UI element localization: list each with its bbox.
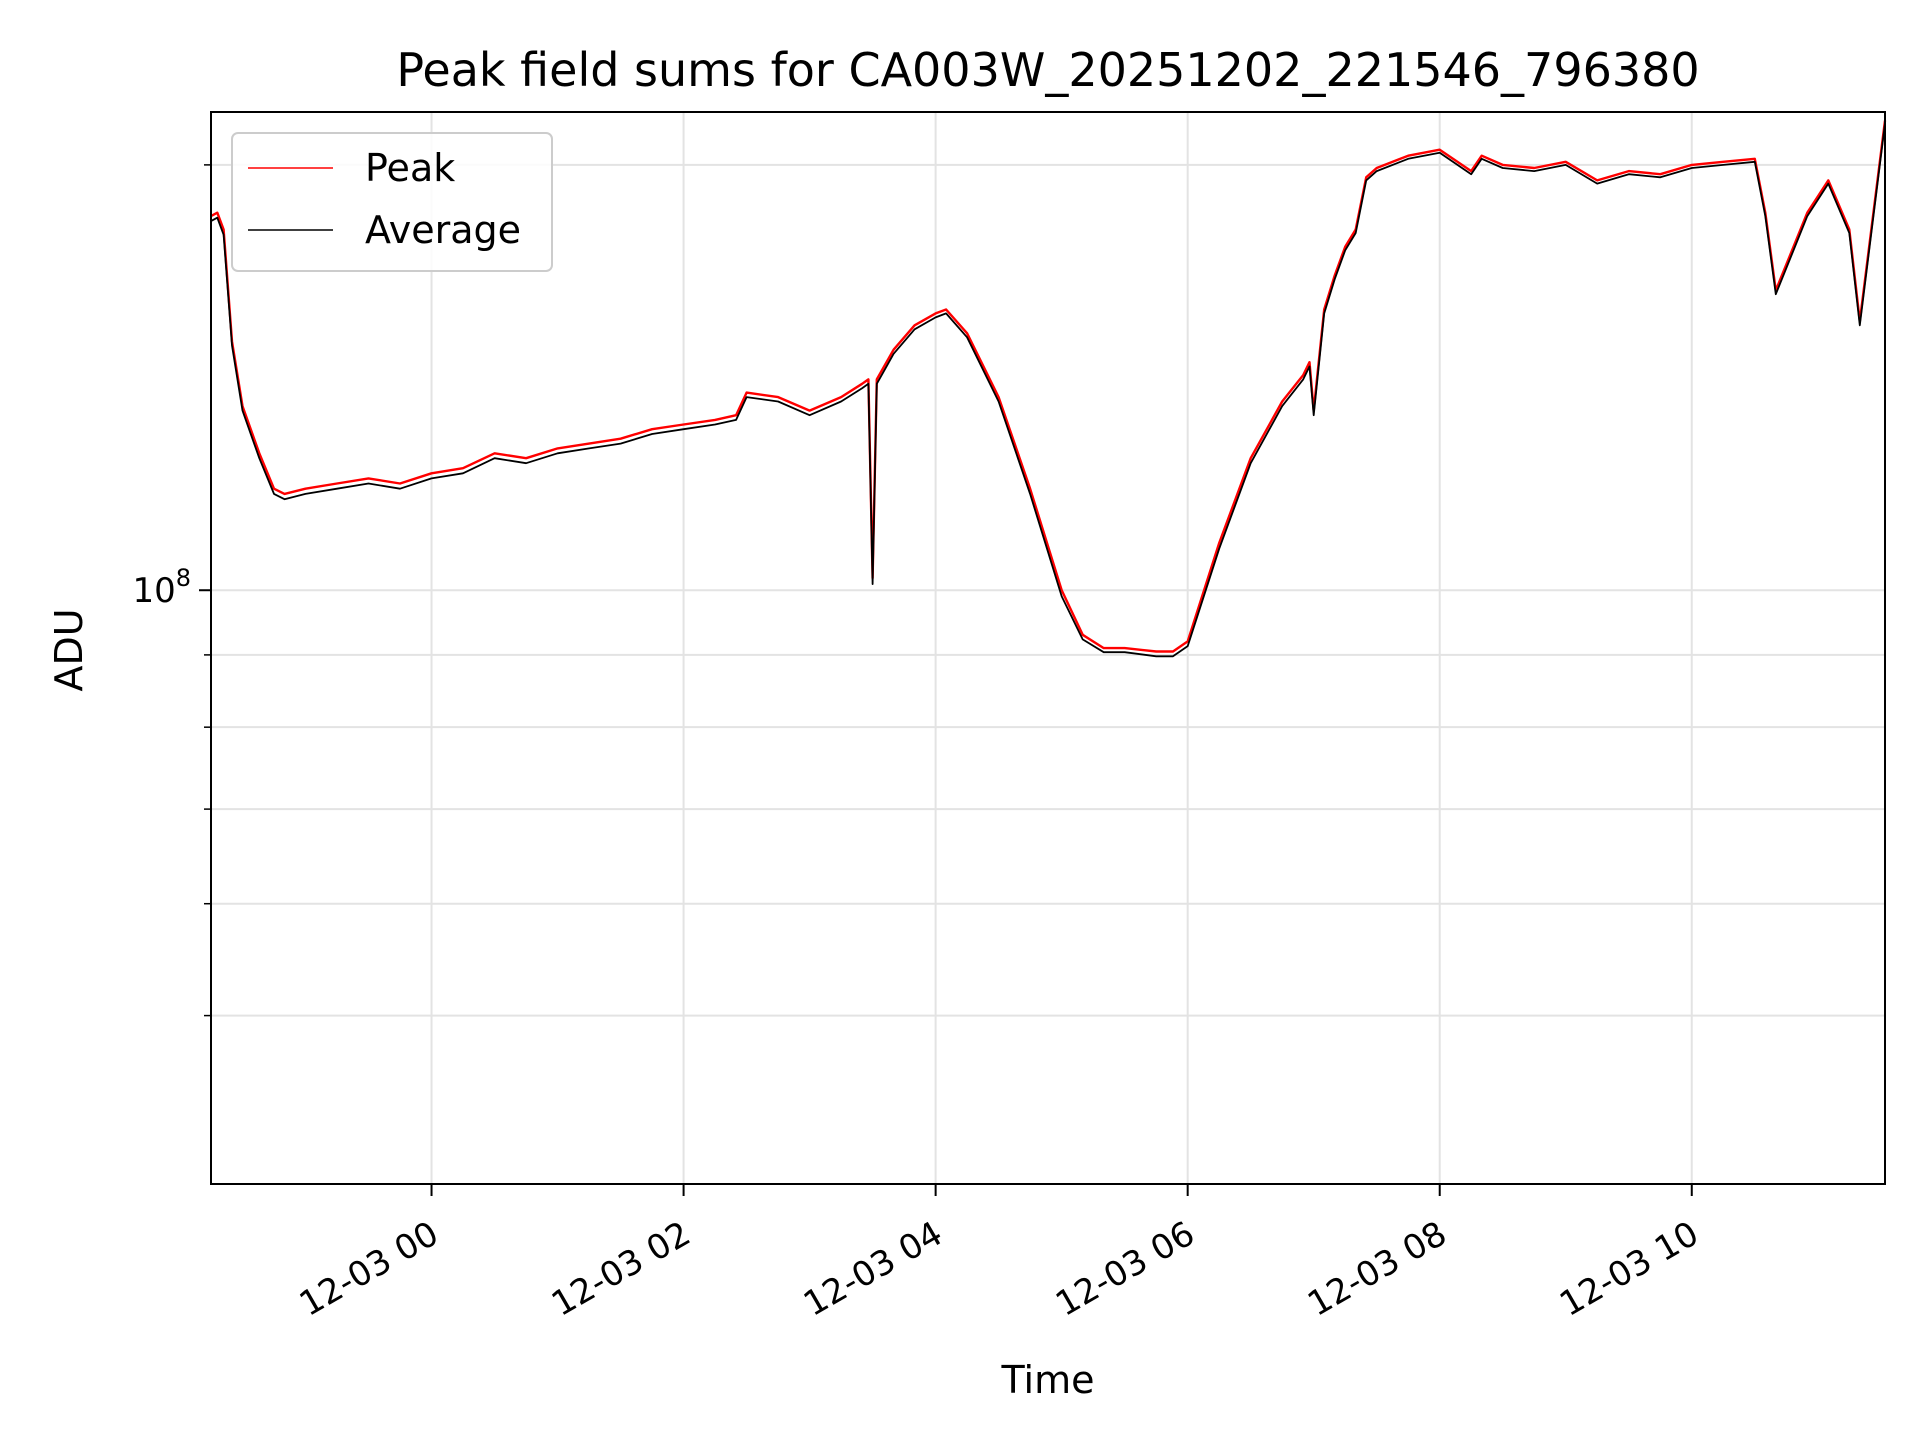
y-axis-label: ADU xyxy=(47,608,91,691)
x-axis-label: Time xyxy=(1001,1358,1095,1402)
legend-label-peak: Peak xyxy=(365,146,455,190)
grid xyxy=(211,112,1885,1184)
chart-title: Peak field sums for CA003W_20251202_2215… xyxy=(396,43,1699,97)
y-axis-ticks: 108 xyxy=(132,164,211,1017)
legend-label-average: Average xyxy=(365,208,521,252)
series-line-average xyxy=(210,123,1886,658)
y-tick-label: 108 xyxy=(132,564,191,611)
series-layer xyxy=(210,120,1887,658)
series-line-peak xyxy=(210,120,1887,653)
legend: Peak Average xyxy=(231,132,553,272)
plot-frame xyxy=(210,111,1886,1185)
